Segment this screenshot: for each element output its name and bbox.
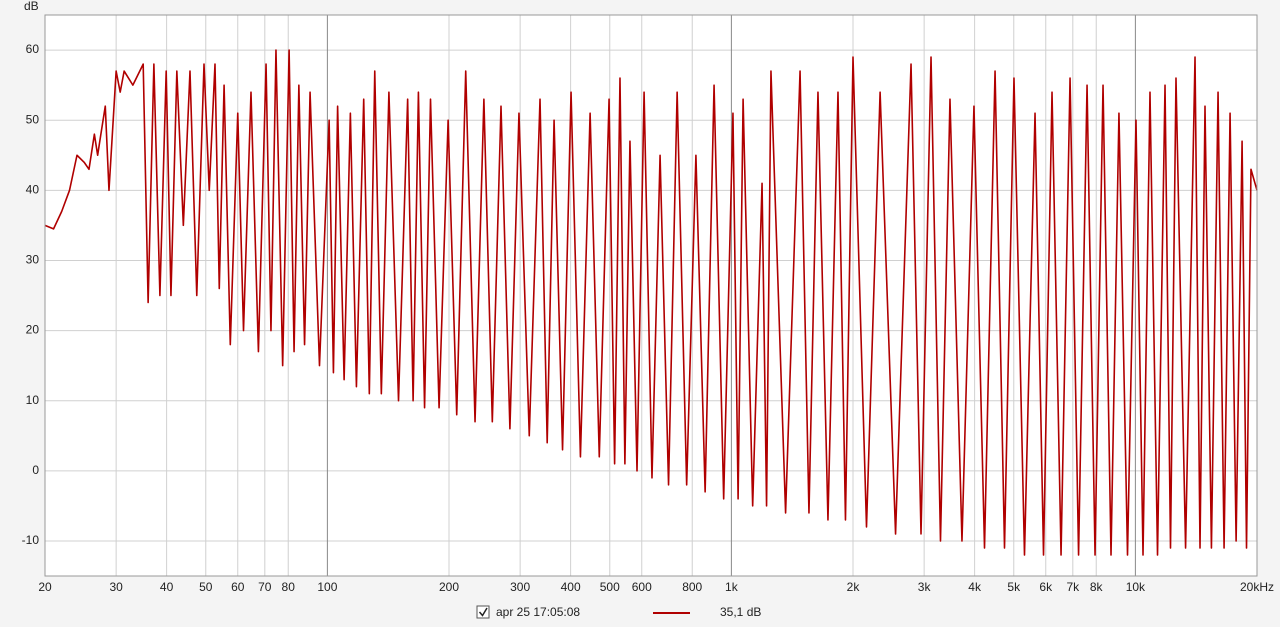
x-tick-label: 20 bbox=[38, 580, 52, 594]
x-tick-label: 70 bbox=[258, 580, 272, 594]
legend-value: 35,1 dB bbox=[720, 605, 761, 619]
y-tick-label: 30 bbox=[26, 253, 40, 267]
plot-border bbox=[44, 14, 1258, 577]
x-tick-label: 200 bbox=[439, 580, 459, 594]
legend-checkbox[interactable] bbox=[476, 605, 490, 619]
y-tick-label: 40 bbox=[26, 182, 40, 196]
x-tick-label: 800 bbox=[682, 580, 702, 594]
y-tick-label: 10 bbox=[26, 393, 40, 407]
x-tick-label: 1k bbox=[725, 580, 739, 594]
x-tick-label: 400 bbox=[561, 580, 581, 594]
x-tick-label: 6k bbox=[1039, 580, 1053, 594]
x-tick-label: 600 bbox=[632, 580, 652, 594]
x-tick-label: 40 bbox=[160, 580, 174, 594]
y-tick-label: 20 bbox=[26, 323, 40, 337]
x-tick-label: 2k bbox=[847, 580, 861, 594]
y-tick-label: 60 bbox=[26, 42, 40, 56]
series bbox=[44, 49, 1258, 556]
x-tick-label: 5k bbox=[1007, 580, 1021, 594]
x-tick-label: 3k bbox=[918, 580, 932, 594]
x-tick-label: 10k bbox=[1126, 580, 1146, 594]
x-tick-label: 4k bbox=[968, 580, 982, 594]
plot-area bbox=[45, 15, 1257, 576]
x-tick-label: 80 bbox=[282, 580, 296, 594]
x-tick-label: 7k bbox=[1066, 580, 1080, 594]
x-tick-label: 8k bbox=[1090, 580, 1104, 594]
checkmark bbox=[478, 607, 488, 617]
x-tick-label: 50 bbox=[199, 580, 213, 594]
legend-label: apr 25 17:05:08 bbox=[496, 605, 580, 619]
x-tick-label: 300 bbox=[510, 580, 530, 594]
x-tick-label: 30 bbox=[109, 580, 123, 594]
series-line bbox=[44, 49, 1258, 556]
x-tick-label: 100 bbox=[317, 580, 337, 594]
y-tick-label: 50 bbox=[26, 112, 40, 126]
x-tick-label: 500 bbox=[600, 580, 620, 594]
tick-labels: -10 0 10 20 30 40 50 60 20 30 40 50 60 70 80 100 200 300 4… bbox=[22, 42, 1274, 594]
x-tick-label: 60 bbox=[231, 580, 245, 594]
y-axis-label: dB bbox=[24, 0, 39, 13]
x-tick-label: 20kHz bbox=[1240, 580, 1274, 594]
y-tick-label: 0 bbox=[32, 463, 39, 477]
y-tick-label: -10 bbox=[22, 533, 40, 547]
